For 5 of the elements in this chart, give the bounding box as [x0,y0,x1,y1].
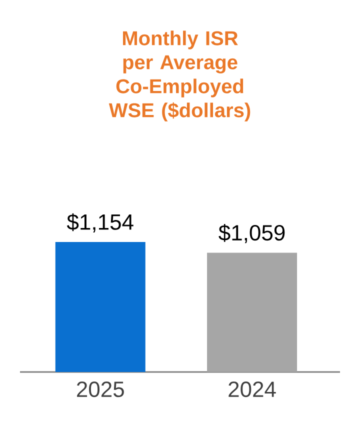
chart-title: Monthly ISR per Average Co-Employed WSE ($dollars) [108,30,250,122]
data-label: $1,059 [218,224,285,244]
data-label: $1,154 [66,213,134,232]
x-tick-label: 2024 [228,382,276,398]
x-tick-label: 2025 [77,382,124,398]
